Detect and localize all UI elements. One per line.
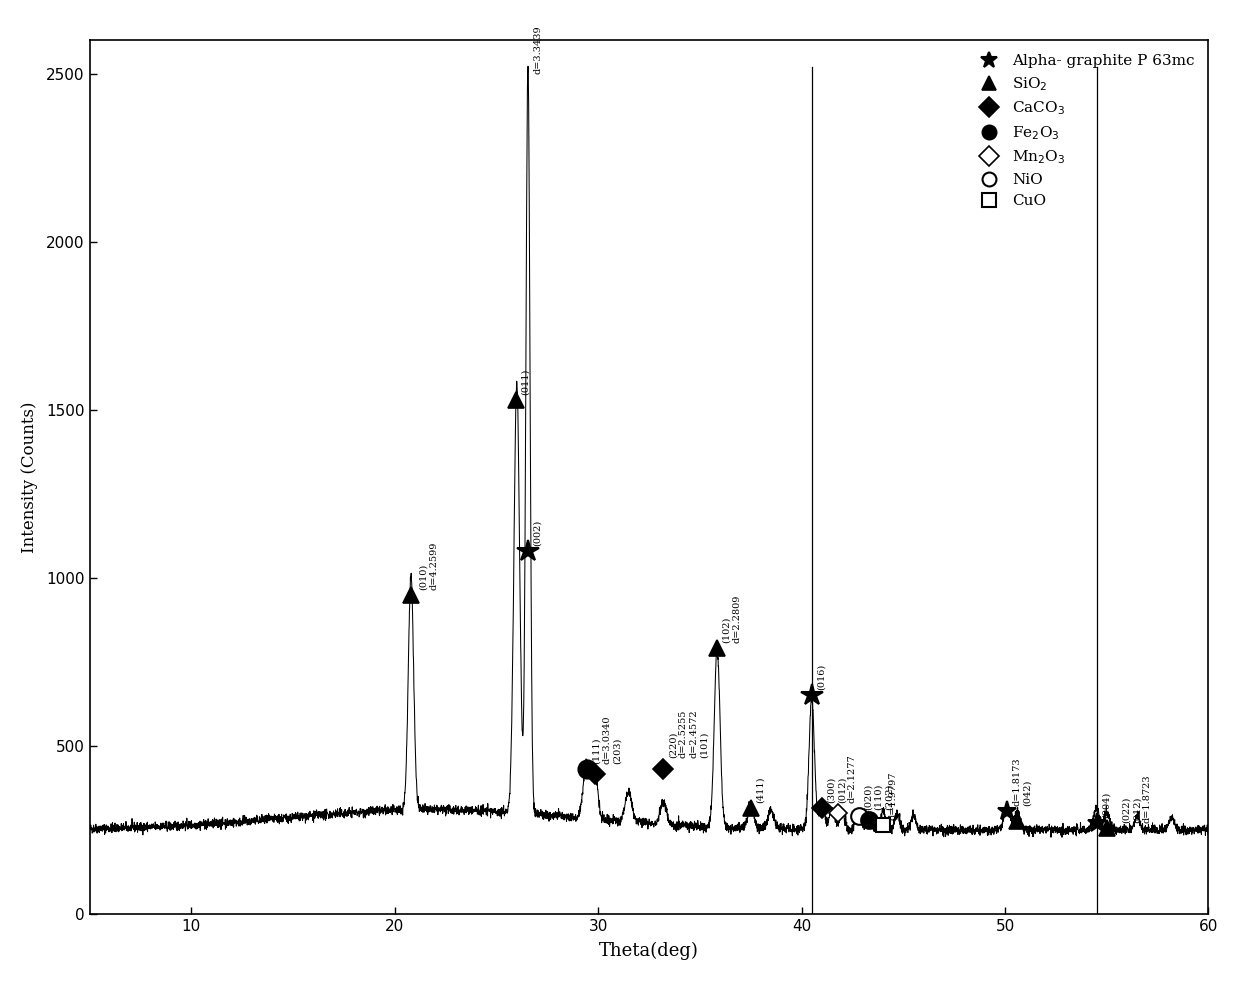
Text: (102)
d=2.2809: (102) d=2.2809: [722, 594, 742, 644]
Text: d=1.9797: d=1.9797: [888, 771, 897, 820]
Text: (020)
(110)
(202): (020) (110) (202): [864, 783, 893, 809]
Text: (002): (002): [533, 520, 541, 545]
Text: (016): (016): [817, 664, 826, 691]
X-axis label: Theta(deg): Theta(deg): [600, 942, 699, 960]
Y-axis label: Intensity (Counts): Intensity (Counts): [21, 401, 38, 553]
Text: (011): (011): [520, 369, 530, 394]
Text: (111)
d=3.0340
(203): (111) d=3.0340 (203): [592, 716, 622, 764]
Text: (022)
(012)
d=1.8723: (022) (012) d=1.8723: [1123, 774, 1152, 823]
Legend: Alpha- graphite P 63mc, SiO$_2$, CaCO$_3$, Fe$_2$O$_3$, Mn$_2$O$_3$, NiO, CuO: Alpha- graphite P 63mc, SiO$_2$, CaCO$_3…: [968, 48, 1201, 214]
Text: (220)
d=2.5255
d=2.4572
(101): (220) d=2.5255 d=2.4572 (101): [668, 709, 709, 757]
Text: (010)
d=4.2599: (010) d=4.2599: [419, 542, 439, 590]
Text: (004): (004): [1101, 792, 1110, 818]
Text: d=1.8173
(042): d=1.8173 (042): [1012, 757, 1032, 806]
Text: (300)
(012)
d=2.1277: (300) (012) d=2.1277: [826, 754, 857, 802]
Text: d=3.3439: d=3.3439: [533, 26, 541, 74]
Text: (411): (411): [756, 776, 764, 802]
